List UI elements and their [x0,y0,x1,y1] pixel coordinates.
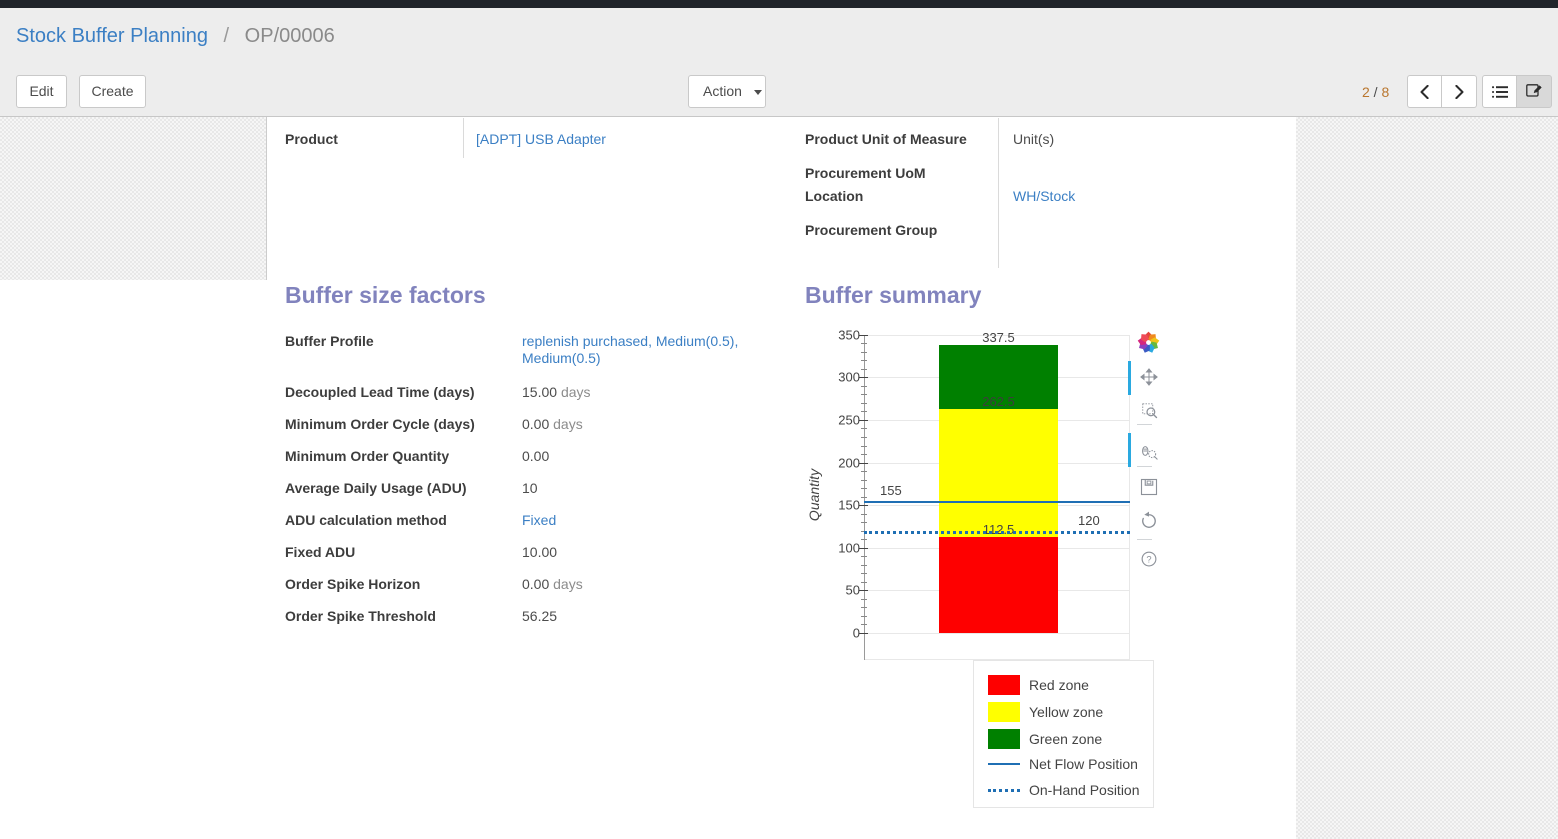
svg-text:?: ? [1146,554,1151,564]
